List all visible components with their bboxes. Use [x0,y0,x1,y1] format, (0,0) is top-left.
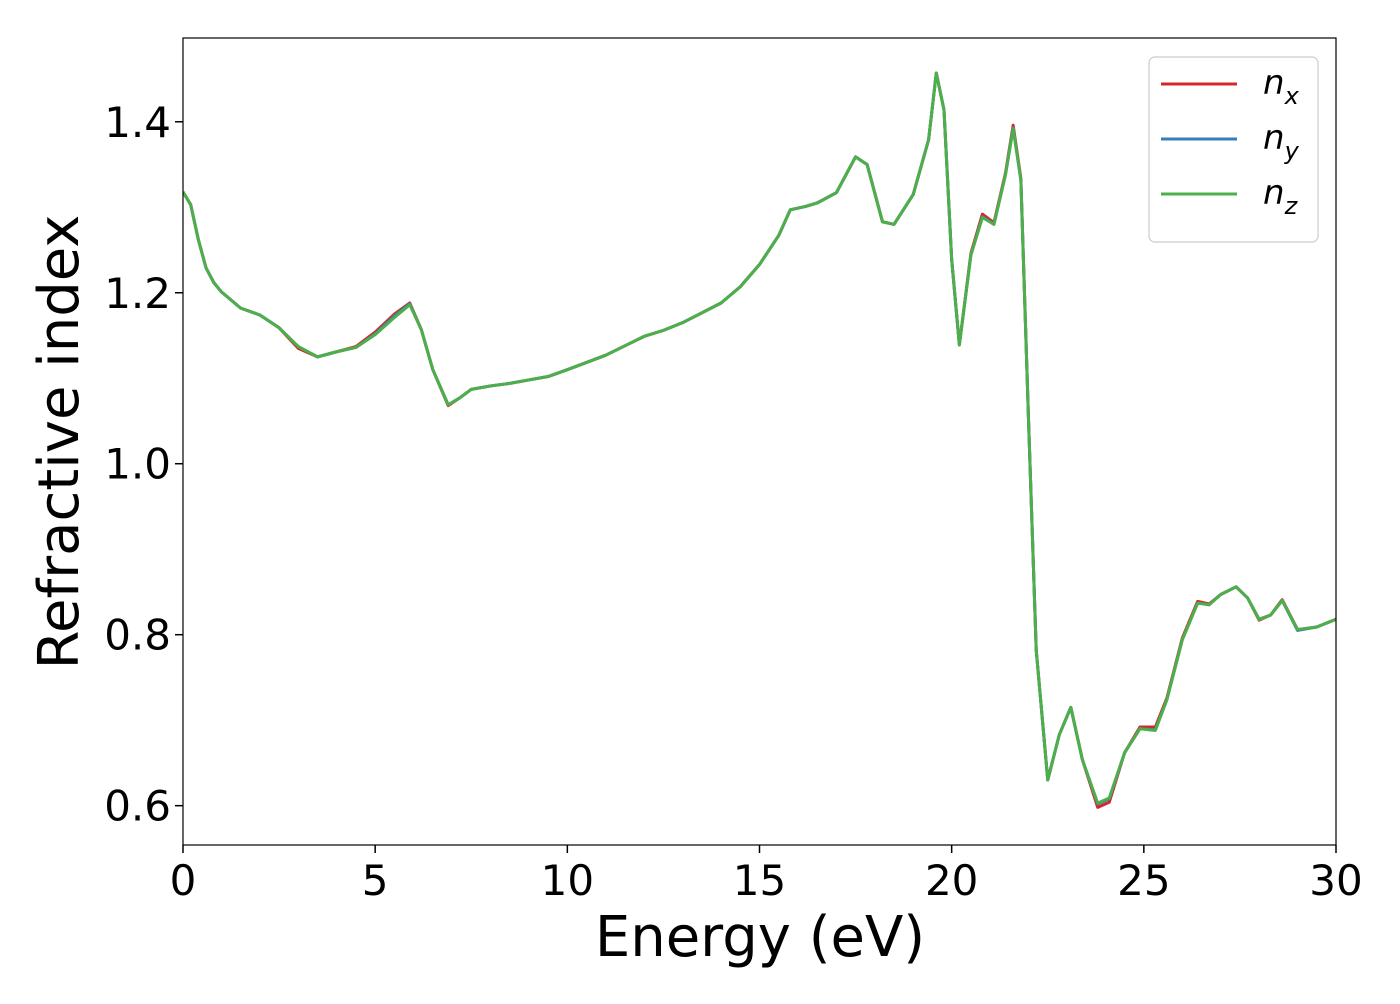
plot-frame [182,37,1337,846]
legend-box [1148,56,1319,243]
legend-label: nx [1263,63,1300,110]
y-axis-label: Refractive index [27,215,92,670]
x-tick-label: 25 [1117,856,1170,905]
data-line [183,71,1336,805]
y-tick-label: 0.8 [104,611,171,660]
x-tick-label: 5 [362,856,389,905]
x-axis-label: Energy (eV) [595,905,925,970]
x-tick-label: 15 [733,856,786,905]
legend-label: ny [1263,118,1300,165]
legend-label: nz [1263,173,1299,220]
x-tick-label: 10 [541,856,594,905]
y-tick-label: 1.0 [104,440,171,489]
y-tick-label: 0.6 [104,782,171,831]
x-tick-label: 30 [1309,856,1362,905]
x-tick-label: 20 [925,856,978,905]
y-tick-label: 1.4 [104,98,171,147]
x-tick-label: 0 [170,856,197,905]
y-tick-label: 1.2 [104,269,171,318]
